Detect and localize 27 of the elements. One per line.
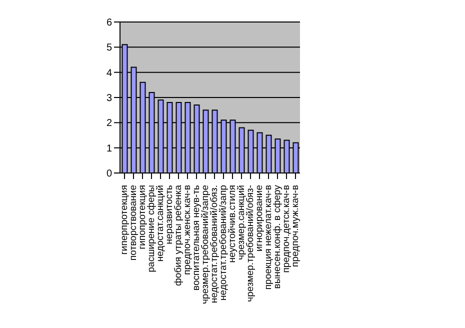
y-tick-label: 4 [106,68,112,79]
y-tick-label: 5 [106,42,112,54]
x-tick-label: воспитательная неув-ть [191,184,202,290]
y-tick-label: 0 [106,168,112,180]
x-tick-label: неустойчив.стиля [227,185,238,263]
x-tick-label: проекция нежелат.кач-в [263,185,274,290]
x-tick-label: чрезмер.требований/запре [200,185,211,304]
x-tick-label: фобия утраты ребенка [173,184,184,286]
x-tick-label: недостат.требований/запр [218,185,229,300]
x-tick-label: гиперпротекция [119,185,130,255]
y-tick-label: 1 [106,143,112,154]
x-tick-label: предпоч.муж.кач-в [290,185,301,267]
x-tick-label: недостат.требований/обяз. [209,185,220,304]
x-tick-label: расширение сферы [146,184,157,272]
x-tick-label: недостат.санкций [155,185,166,262]
y-tick-label: 3 [106,93,112,104]
x-tick-label: потворствование [128,185,139,260]
y-tick-label: 2 [106,118,112,130]
x-tick-label: чрезмер.санкций [236,185,247,260]
x-tick-label: предпоч.детск.кач-в [281,185,292,273]
x-tick-label: неразвитость [164,184,175,244]
y-tick-label: 6 [106,18,112,29]
x-tick-label: чрезмер.требований/обяз- [245,185,256,302]
x-tick-label: вынесен.конф. в сферу [272,184,283,289]
x-tick-label: игнорирование [254,185,265,252]
x-tick-label: предпоч.женск.кач-в [182,185,193,275]
x-tick-label: гипопротекция [137,185,148,250]
